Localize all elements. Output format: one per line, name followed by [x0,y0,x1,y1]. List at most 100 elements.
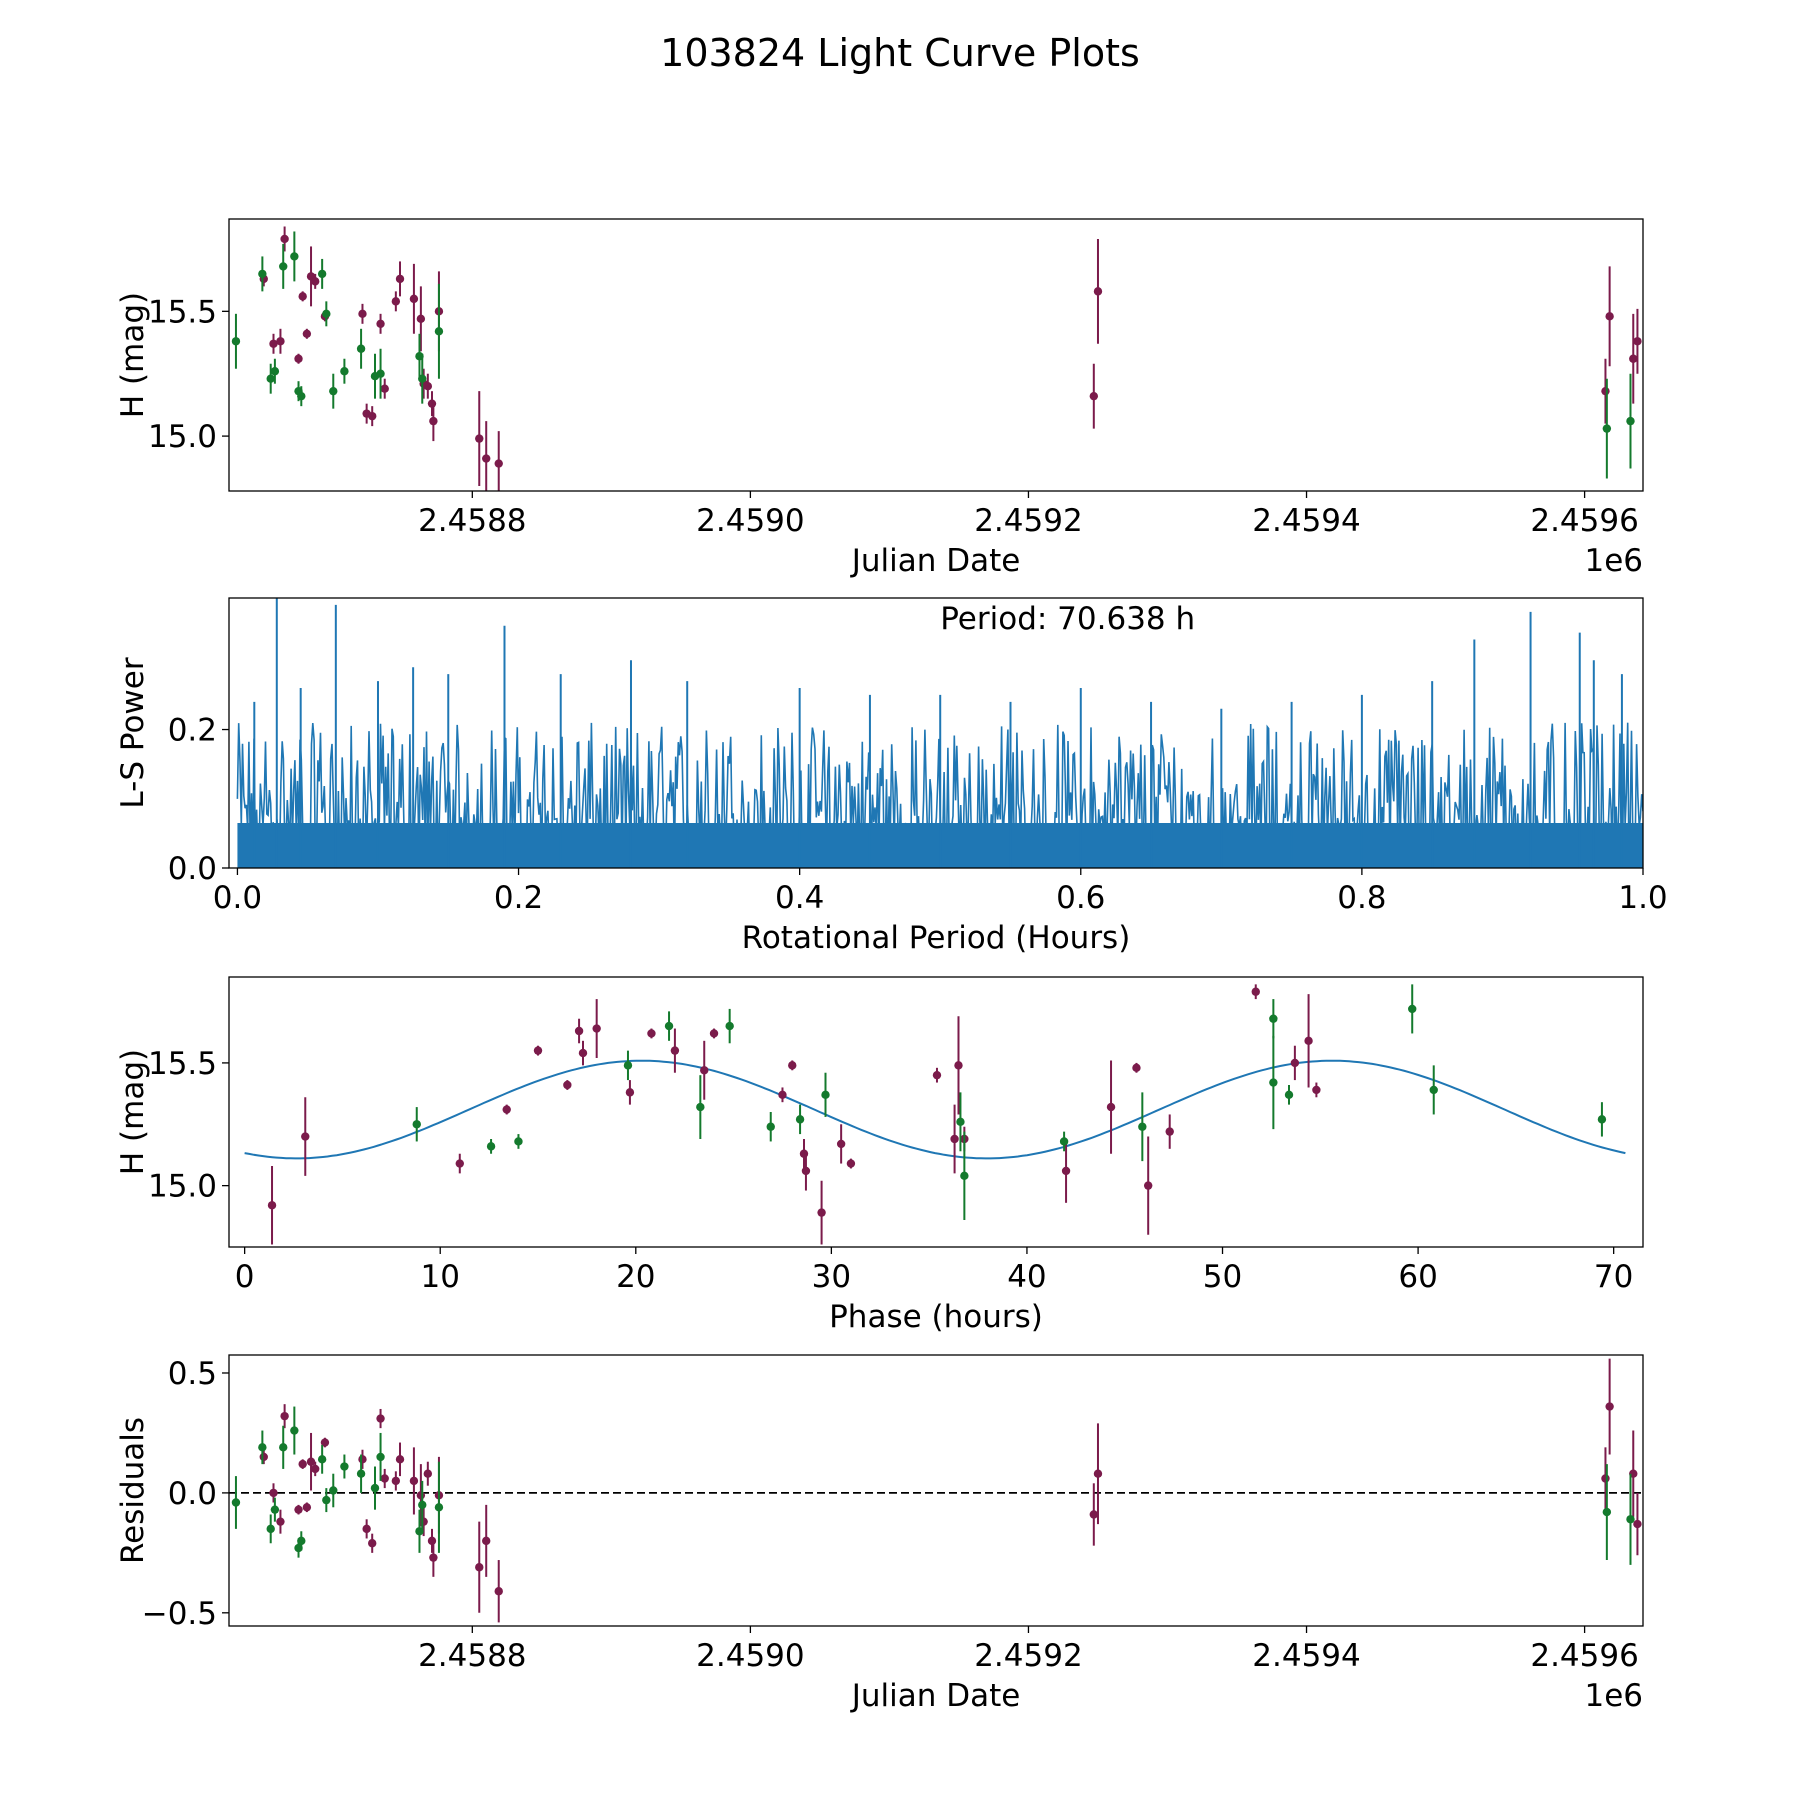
data-point-band_b [1269,1014,1278,1023]
data-point-band_a [592,1024,601,1033]
data-point-band_b [231,337,241,346]
data-point-band_b [231,1498,241,1507]
data-point-band_a [298,292,307,301]
data-point-band_b [821,1090,830,1100]
data-point-band_b [418,1500,427,1510]
data-point-band_a [1312,1085,1321,1095]
y-tick-label: 0.5 [168,1356,217,1392]
data-point-band_a [267,1201,277,1210]
data-point-band_b [290,252,299,261]
x-tick-label: 2.4590 [696,503,804,539]
data-point-band_a [302,1503,312,1512]
x-tick-label: 30 [812,1259,851,1295]
data-point-band_a [391,1476,401,1486]
x-tick-label: 60 [1398,1259,1437,1295]
data-point-band_a [302,329,312,338]
data-point-band_a [280,234,289,244]
data-point-band_b [725,1021,734,1031]
data-point-band_a [1629,354,1638,363]
data-point-band_a [1143,1181,1153,1190]
x-tick-label: 20 [616,1259,655,1295]
data-point-band_b [434,1503,444,1512]
data-point-band_b [322,1495,331,1505]
data-point-band_b [664,1021,674,1031]
data-point-band_a [700,1066,709,1075]
data-point-band_a [1061,1166,1071,1176]
data-point-band_b [1602,1507,1612,1517]
axes-frame [228,218,1644,492]
data-point-band_a [578,1048,588,1058]
data-point-band_a [1605,1402,1614,1411]
periodogram-plot-area [236,598,1643,868]
data-point-band_a [1633,337,1642,346]
data-point-band_a [846,1159,856,1168]
y-axis-label: H (mag) [115,292,151,418]
data-point-band_a [1601,386,1610,396]
axes-frame [228,597,1644,869]
data-point-band_b [376,1452,385,1462]
data-point-band_a [423,1469,433,1478]
data-point-band_b [290,1426,299,1435]
x-tick-label: 2.4594 [1252,1638,1360,1674]
x-tick-label: 0.8 [1337,880,1386,916]
data-point-band_b [418,374,427,383]
data-point-band_a [280,1411,289,1421]
data-point-band_a [950,1134,959,1144]
x-tick-label: 2.4588 [418,1638,526,1674]
data-point-band_a [1132,1063,1141,1073]
data-point-band_a [533,1046,543,1055]
light-curve-plot-area [231,226,1642,491]
data-point-band_b [340,367,349,376]
data-point-band_b [329,386,338,396]
data-point-band_a [294,354,303,363]
data-point-band_b [317,1455,327,1464]
periodogram-panel: Period: 70.638 h 0.0 0.2 0.4 0.6 0.8 1.0 0.0 0.2… [115,597,1668,956]
phase-folded-panel: 0 10 20 30 40 50 60 70 15.0 15.5 Phase (hours) H (m… [115,976,1644,1335]
x-axis-label: Rotational Period (Hours) [742,920,1131,956]
data-point-band_b [376,369,385,378]
x-tick-label: 2.4592 [974,1638,1082,1674]
y-axis-label: H (mag) [115,1049,151,1175]
data-point-band_b [370,1483,380,1493]
data-point-band_b [270,367,280,376]
data-point-band_a [380,1474,389,1483]
x-offset-label: 1e6 [1584,543,1643,579]
data-point-band_b [1626,416,1635,426]
data-point-band_b [258,269,267,279]
data-point-band_a [455,1159,464,1168]
y-tick-label: 15.5 [148,294,217,330]
data-point-band_a [494,459,503,468]
residuals-panel: 2.4588 2.4590 2.4592 2.4594 2.4596 −0.5 0.0 0.5… [115,1354,1644,1714]
data-point-band_a [1089,1510,1099,1519]
data-point-band_a [427,399,437,408]
data-point-band_b [1408,1004,1417,1014]
data-point-band_a [475,434,484,443]
data-point-band_b [266,1524,275,1534]
data-point-band_b [270,1505,280,1514]
phase-folded-plot-area [244,984,1626,1245]
data-point-band_b [340,1462,349,1471]
data-point-band_a [1165,1127,1174,1136]
data-point-band_b [266,374,275,383]
data-point-band_b [279,262,288,271]
data-point-band_b [297,1536,306,1546]
data-point-band_a [298,1459,307,1469]
data-point-band_a [932,1070,942,1080]
data-point-band_a [1290,1058,1300,1068]
data-point-band_b [623,1061,633,1070]
data-point-band_b [297,391,306,401]
data-point-band_a [368,1539,377,1548]
data-point-band_a [954,1061,963,1070]
x-tick-label: 10 [420,1259,459,1295]
x-tick-label: 0.4 [775,880,824,916]
data-point-band_a [429,416,438,426]
data-point-band_a [429,1553,438,1562]
data-point-band_b [412,1120,421,1129]
x-tick-label: 2.4588 [418,503,526,539]
x-tick-label: 70 [1594,1259,1633,1295]
data-point-band_b [415,1527,424,1536]
x-tick-label: 2.4592 [974,503,1082,539]
data-point-band_a [391,297,401,306]
data-point-band_a [409,294,419,304]
data-point-band_a [836,1139,846,1149]
